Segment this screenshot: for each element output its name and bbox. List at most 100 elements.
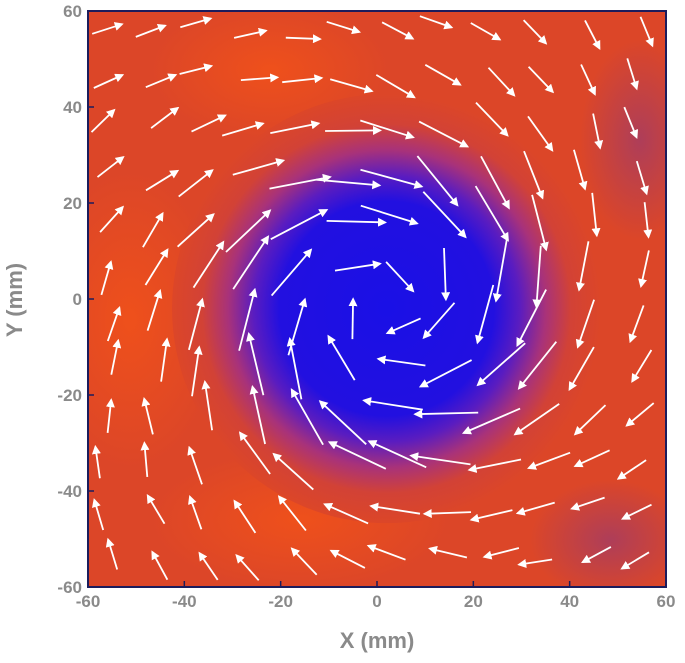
velocity-arrow	[150, 106, 180, 129]
velocity-arrow	[270, 209, 329, 240]
velocity-arrow	[515, 501, 555, 516]
velocity-arrow	[441, 247, 451, 302]
x-tick-label: 60	[657, 592, 676, 611]
x-axis-ticks: -60 -40 -20 0 20 40 60	[76, 581, 676, 611]
velocity-arrow	[233, 27, 268, 39]
velocity-arrow	[522, 19, 548, 45]
velocity-arrow	[461, 407, 521, 435]
velocity-arrow	[272, 452, 314, 491]
velocity-arrow	[422, 509, 472, 519]
velocity-arrow	[527, 451, 571, 470]
velocity-arrow	[188, 297, 205, 351]
velocity-arrow	[246, 332, 265, 396]
velocity-arrow	[413, 409, 479, 419]
velocity-arrow	[362, 397, 423, 411]
velocity-arrow	[360, 204, 419, 226]
velocity-arrow	[329, 549, 366, 569]
y-tick-label: -60	[57, 578, 82, 597]
velocity-arrow	[100, 260, 114, 296]
velocity-arrow	[424, 64, 462, 86]
velocity-arrow	[573, 449, 610, 468]
velocity-arrow	[639, 16, 654, 48]
y-tick-label: 40	[63, 98, 82, 117]
velocity-arrow	[318, 400, 367, 445]
velocity-arrow	[360, 119, 415, 140]
velocity-arrow	[492, 238, 508, 303]
y-axis-title: Y (mm)	[2, 263, 27, 337]
velocity-arrow	[238, 431, 271, 475]
velocity-arrow	[418, 359, 473, 388]
velocity-arrow	[482, 547, 520, 560]
velocity-arrow	[532, 245, 542, 309]
velocity-arrow	[620, 503, 652, 520]
velocity-arrow	[375, 74, 416, 99]
velocity-arrow	[419, 15, 454, 30]
velocity-arrow	[470, 22, 502, 41]
velocity-arrow	[469, 509, 513, 523]
velocity-arrow	[616, 459, 647, 480]
velocity-arrow	[516, 289, 547, 347]
velocity-arrow	[573, 404, 607, 436]
contour-cool-region-bottom-right	[530, 480, 666, 587]
velocity-arrow	[487, 67, 516, 97]
velocity-arrow	[269, 173, 332, 190]
velocity-arrow	[334, 260, 382, 272]
velocity-arrow	[110, 338, 122, 375]
velocity-arrow	[270, 248, 313, 297]
velocity-arrow	[188, 495, 203, 530]
velocity-arrow	[643, 202, 653, 239]
y-tick-label: -40	[57, 482, 82, 501]
y-tick-label: -20	[57, 386, 82, 405]
y-tick-label: 0	[73, 290, 82, 309]
vortex-core	[172, 94, 602, 524]
velocity-arrow	[592, 113, 604, 150]
velocity-arrow	[316, 178, 382, 190]
velocity-arrow	[187, 445, 203, 485]
velocity-arrow	[523, 150, 545, 200]
velocity-arrow	[176, 213, 215, 248]
velocity-arrow	[326, 217, 387, 227]
velocity-arrow	[475, 101, 509, 137]
velocity-arrow	[480, 155, 510, 210]
velocity-arrow	[232, 158, 286, 176]
velocity-arrow	[517, 341, 558, 390]
velocity-arrow	[327, 334, 356, 381]
velocity-arrow	[290, 388, 324, 446]
velocity-arrow	[96, 155, 125, 178]
velocity-arrow	[233, 499, 257, 534]
velocity-arrow	[135, 23, 167, 38]
velocity-arrow	[145, 73, 178, 89]
velocity-arrow	[91, 22, 124, 35]
velocity-arrow	[409, 452, 471, 466]
velocity-arrow	[476, 342, 526, 387]
plot-area	[88, 11, 666, 587]
x-axis-title: X (mm)	[340, 628, 415, 653]
velocity-arrow	[517, 558, 553, 568]
velocity-arrow	[151, 550, 169, 581]
velocity-arrow	[91, 444, 101, 479]
velocity-arrow	[142, 211, 164, 248]
velocity-arrow	[581, 546, 612, 564]
velocity-arrow	[106, 306, 122, 342]
velocity-arrow	[422, 191, 467, 239]
velocity-arrow	[140, 441, 150, 477]
velocity-arrow	[179, 63, 214, 75]
velocity-arrow	[575, 299, 595, 349]
velocity-arrow	[225, 209, 272, 253]
velocity-arrow	[385, 261, 415, 293]
velocity-arrow	[160, 337, 171, 382]
velocity-arrow	[570, 496, 605, 511]
velocity-arrow	[240, 73, 280, 83]
velocity-arrow	[418, 120, 470, 148]
velocity-arrow	[191, 345, 203, 397]
velocity-arrow	[201, 380, 213, 431]
velocity-arrow	[348, 297, 358, 340]
velocity-arrow	[180, 16, 213, 29]
velocity-arrow	[360, 168, 424, 189]
velocity-arrow	[93, 73, 125, 89]
velocity-arrow	[105, 398, 115, 433]
x-tick-label: 20	[464, 592, 483, 611]
y-tick-label: 60	[63, 2, 82, 21]
velocity-arrow	[385, 317, 421, 335]
